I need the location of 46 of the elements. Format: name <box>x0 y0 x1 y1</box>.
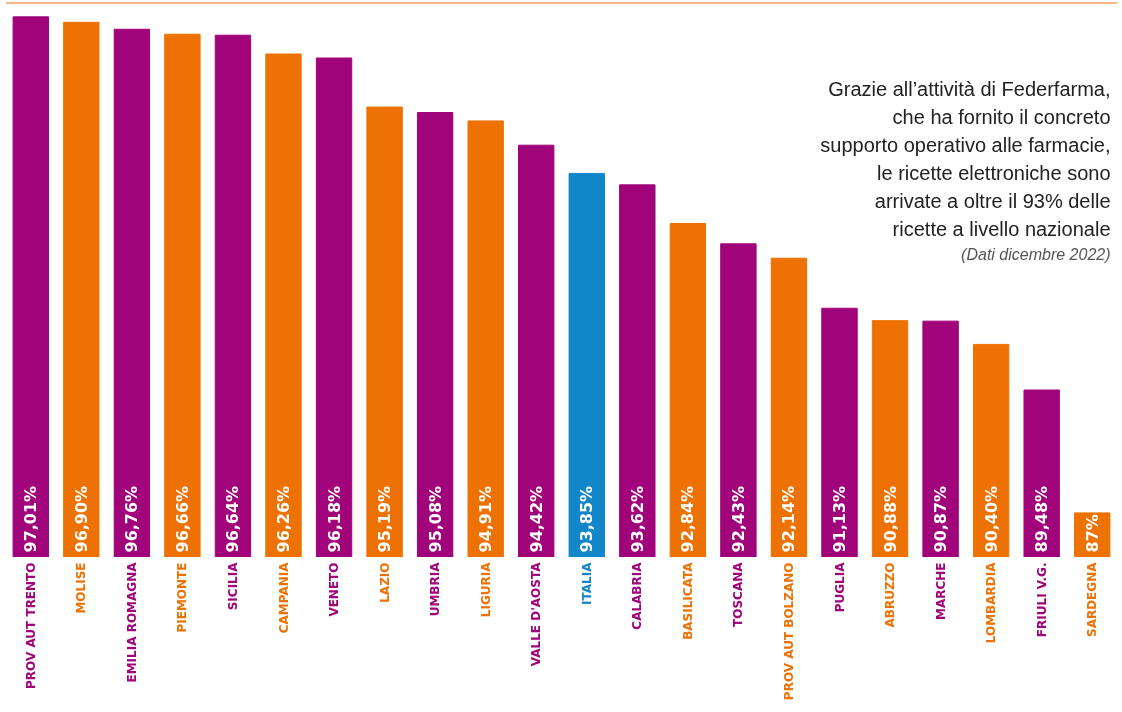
x-tick-label: BASILICATA <box>680 561 695 640</box>
annotation: (Dati dicembre 2022) <box>961 245 1111 263</box>
data-label: 92,84% <box>678 485 698 553</box>
x-tick-label: UMBRIA <box>428 561 443 617</box>
data-label: 91,13% <box>830 485 849 553</box>
x-tick-label: SARDEGNA <box>1085 561 1100 638</box>
x-tick-label: PROV AUT BOLZANO <box>781 562 796 701</box>
annotation: Grazie all’attività di Federfarma, che ha fornito il concreto supporto operativo alle farmacie, le ricette elettroniche sono arrivate a oltre il 93% delle ricette a livello nazionale <box>820 77 1111 240</box>
x-tick-label: LAZIO <box>377 562 392 603</box>
x-tick-label: ITALIA <box>579 561 594 605</box>
x-tick-label: MARCHE <box>933 562 948 621</box>
data-label: 89,48% <box>1032 485 1052 553</box>
x-tick-label: EMILIA ROMAGNA <box>124 561 139 683</box>
data-label: 97,01% <box>21 485 41 553</box>
data-label: 96,66% <box>172 485 192 553</box>
data-label: 96,26% <box>274 485 293 553</box>
x-tick-label: VENETO <box>327 562 342 617</box>
x-tick-label: CALABRIA <box>630 561 645 630</box>
data-label: 87% <box>1082 514 1102 553</box>
x-tick-label: ABRUZZO <box>883 562 898 628</box>
data-label: 93,85% <box>577 485 597 553</box>
x-tick-label: LOMBARDIA <box>984 561 999 644</box>
x-tick-label: LIGURIA <box>478 561 493 618</box>
x-tick-label: PUGLIA <box>832 561 847 613</box>
data-label: 90,40% <box>981 485 1001 553</box>
x-tick-label: TOSCANA <box>731 561 746 627</box>
x-tick-label: VALLE D'AOSTA <box>529 561 544 667</box>
data-label: 96,18% <box>324 485 344 553</box>
data-label: 95,08% <box>425 485 445 553</box>
data-label: 96,90% <box>71 485 91 553</box>
x-tick-label: CAMPANIA <box>276 561 291 634</box>
data-label: 92,14% <box>779 485 799 553</box>
data-label: 90,88% <box>880 485 900 553</box>
data-label: 96,64% <box>223 485 243 553</box>
x-tick-label: FRIULI V.G. <box>1034 562 1049 638</box>
x-tick-label: SICILIA <box>225 561 240 611</box>
data-label: 94,91% <box>476 485 496 553</box>
data-label: 96,76% <box>122 485 142 553</box>
x-tick-label: PIEMONTE <box>175 562 190 633</box>
data-label: 93,62% <box>627 485 647 553</box>
data-label: 92,43% <box>728 485 748 553</box>
x-tick-label: MOLISE <box>74 562 89 614</box>
data-label: 95,19% <box>375 485 395 553</box>
data-label: 90,87% <box>931 485 951 553</box>
x-tick-label: PROV AUT TRENTO <box>23 562 38 689</box>
data-label: 94,42% <box>526 485 546 553</box>
